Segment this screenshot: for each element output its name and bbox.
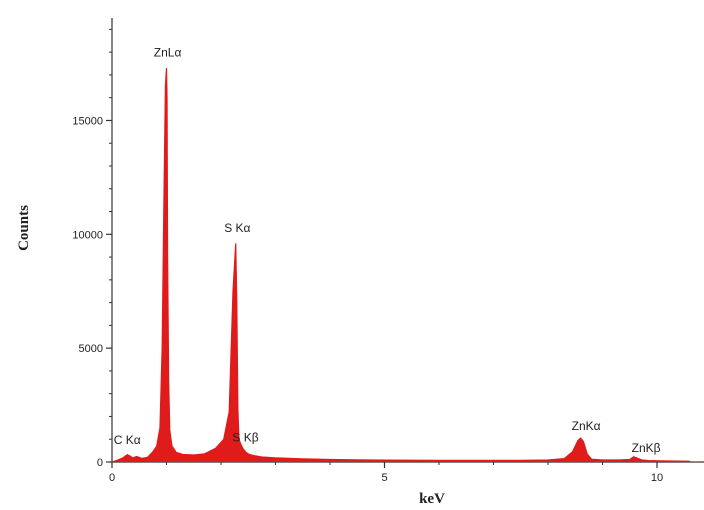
x-axis-title: keV (419, 491, 445, 507)
peak-label: ZnKβ (632, 441, 661, 455)
spectrum-series (111, 68, 704, 463)
y-tick-label: 5000 (79, 343, 103, 355)
peak-label: S Kβ (232, 431, 258, 445)
axis-ticks: 0 5 10 0 5000 10000 15000 (72, 28, 663, 484)
peak-label: S Kα (224, 221, 250, 235)
x-tick-label: 10 (651, 472, 663, 484)
x-tick-label: 0 (109, 472, 115, 484)
peak-label: ZnKα (572, 419, 601, 433)
spectrum-line-0 (111, 68, 690, 463)
x-tick-label: 5 (381, 472, 387, 484)
y-tick-label: 15000 (72, 115, 103, 127)
y-axis-title: Counts (16, 205, 32, 251)
y-tick-label: 0 (97, 457, 103, 469)
peak-labels: ZnLα S Kα C Kα S Kβ ZnKα ZnKβ (114, 46, 661, 455)
spectrum-area-0 (112, 68, 704, 462)
peak-label: ZnLα (154, 46, 182, 60)
axes (111, 18, 704, 463)
peak-label: C Kα (114, 433, 141, 447)
y-tick-label: 10000 (72, 229, 103, 241)
